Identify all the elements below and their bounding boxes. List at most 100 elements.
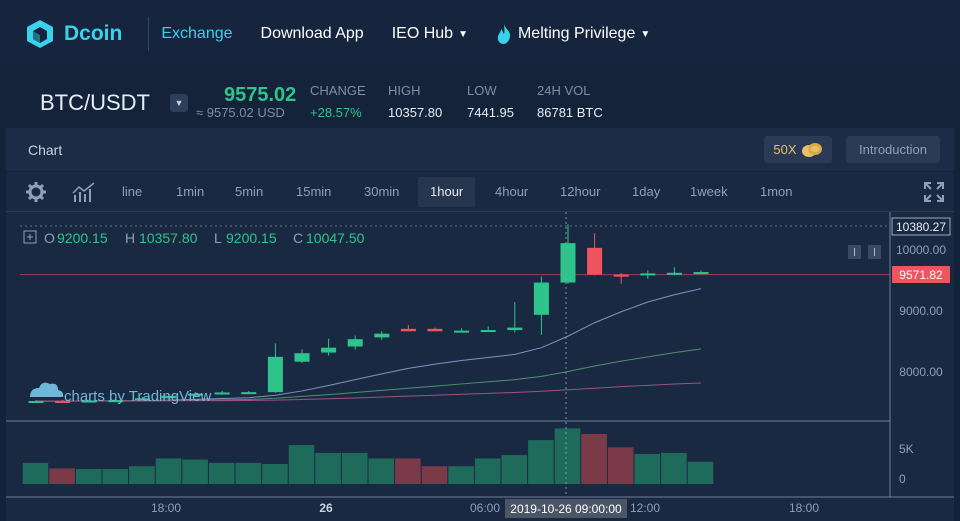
candle [108, 398, 124, 403]
interval-line[interactable]: line [122, 184, 143, 199]
ohlc-l-value: 9200.15 [226, 230, 277, 246]
last-price: 9575.02 [224, 84, 297, 106]
interval-1mon[interactable]: 1mon [760, 184, 793, 199]
pane-controls[interactable] [848, 245, 881, 259]
candle-body [480, 330, 496, 333]
stat-volume: 24H VOL 86781 BTC [537, 83, 603, 120]
candle [427, 327, 443, 332]
candle [533, 276, 549, 335]
nav-ieo-hub[interactable]: IEO Hub ▼ [392, 25, 468, 43]
nav-melting-label: Melting Privilege [517, 25, 636, 42]
candle [267, 343, 283, 393]
ohlc-c-label: C [293, 230, 303, 246]
volume-bar [208, 462, 235, 484]
volume-bar [49, 468, 75, 484]
candle [161, 394, 177, 399]
volume-bar [528, 440, 554, 484]
nav-exchange[interactable]: Exchange [161, 25, 232, 43]
nav-melting-privilege[interactable]: Melting Privilege ▼ [496, 24, 650, 44]
ohlc-c-value: 10047.50 [306, 230, 365, 246]
volume-bar [235, 462, 262, 484]
candle [587, 233, 603, 276]
ohlc-h-label: H [125, 230, 135, 246]
volume-bar [288, 445, 315, 484]
candle [28, 400, 44, 403]
crosshair-time-box [505, 499, 627, 518]
candles [28, 224, 709, 403]
candle-body [81, 400, 97, 403]
current-price: 9571.82 [899, 268, 943, 282]
indicators-icon[interactable] [72, 182, 96, 202]
volume-bar [75, 468, 102, 484]
volume-bar [421, 466, 448, 484]
settings-gear-icon[interactable] [26, 182, 46, 202]
candle-body [454, 330, 470, 333]
coins-icon [801, 142, 822, 157]
candle-body [28, 400, 44, 403]
leverage-label: 50X [773, 142, 797, 157]
candle-body [188, 393, 204, 396]
volume-bar [501, 455, 528, 484]
volume-bar [448, 466, 474, 484]
candle-body [321, 347, 337, 353]
price-chart[interactable]: O 9200.15 H 10357.80 L 9200.15 C 10047.5… [6, 212, 954, 521]
volume-bar [155, 458, 182, 484]
stat-low-value: 7441.95 [467, 105, 514, 120]
interval-1hour[interactable]: 1hour [418, 177, 476, 207]
nav-ieo-label: IEO Hub [391, 25, 454, 42]
candle [188, 392, 204, 396]
candle [214, 390, 230, 395]
interval-5min[interactable]: 5min [235, 184, 264, 199]
leverage-button[interactable]: 50X [764, 136, 832, 163]
legend-toggle-icon[interactable] [23, 230, 37, 244]
candle [374, 331, 390, 340]
ohlc-h-value: 10357.80 [139, 230, 198, 246]
candle-body [427, 328, 443, 332]
interval-15min[interactable]: 15min [296, 184, 332, 199]
time-tick: 18:00 [151, 501, 181, 515]
flame-icon [497, 24, 511, 44]
stat-high: HIGH 10357.80 [388, 83, 442, 120]
candle-body [134, 398, 150, 401]
nav-download-app[interactable]: Download App [261, 25, 364, 43]
volume-tick: 5K [899, 442, 914, 456]
chart-toolbar: line 1min 5min 15min 30min 1hour 4hour 12hour 1d… [6, 172, 954, 212]
interval-1min[interactable]: 1min [176, 184, 205, 199]
fullscreen-icon[interactable] [924, 182, 944, 202]
interval-30min[interactable]: 30min [364, 184, 400, 199]
candle-body [560, 243, 576, 283]
interval-1week[interactable]: 1week [690, 184, 728, 199]
candle [294, 349, 310, 363]
stat-volume-value: 86781 BTC [537, 105, 603, 120]
last-price-usd: ≈ 9575.02 USD [196, 105, 285, 120]
volume-bar [182, 459, 208, 484]
interval-4hour[interactable]: 4hour [495, 184, 529, 199]
chart-title: Chart [28, 142, 63, 158]
candle-body [400, 328, 416, 332]
chart-panel: Chart 50X Introduction line 1min 5min 15min… [6, 128, 954, 521]
brand-logo[interactable]: Dcoin [26, 19, 122, 49]
pair-selector-icon[interactable]: ▼ [170, 94, 188, 112]
candle [507, 302, 523, 333]
candle [560, 224, 576, 284]
volume-bar [661, 452, 687, 484]
stat-high-label: HIGH [388, 83, 421, 98]
candle-body [640, 273, 656, 276]
stat-volume-label: 24H VOL [537, 83, 591, 98]
introduction-button[interactable]: Introduction [846, 136, 940, 163]
stat-low: LOW 7441.95 [467, 83, 514, 120]
interval-1day[interactable]: 1day [632, 184, 661, 199]
candle-body [267, 356, 283, 393]
tradingview-watermark: charts by TradingView [30, 382, 211, 405]
moving-average-lines [35, 288, 702, 402]
candle [454, 328, 470, 333]
candle-body [533, 282, 549, 315]
nav-divider [148, 17, 150, 51]
current-price-box [892, 266, 950, 283]
volume-bar [634, 453, 661, 484]
candle-body [693, 272, 709, 275]
interval-12hour[interactable]: 12hour [560, 184, 601, 199]
candle-body [666, 272, 682, 275]
candle [400, 325, 416, 332]
crosshair-price: 10380.27 [896, 220, 946, 234]
